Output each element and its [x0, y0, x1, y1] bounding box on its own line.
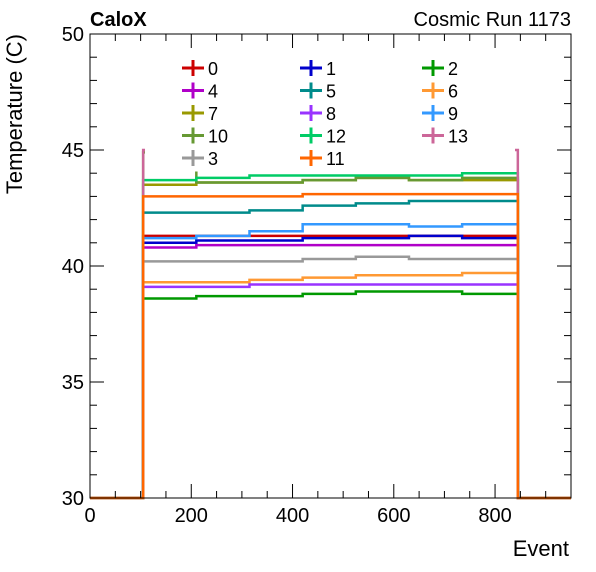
series-line-2	[90, 290, 571, 500]
x-tick-label: 0	[84, 505, 95, 527]
legend-label-4: 4	[208, 82, 218, 102]
x-tick-label: 800	[478, 505, 511, 527]
series-line-11	[90, 192, 571, 500]
legend-label-7: 7	[208, 104, 218, 124]
legend-background	[145, 55, 515, 172]
legend-label-6: 6	[448, 82, 458, 102]
y-tick-label: 35	[62, 372, 84, 394]
legend-label-12: 12	[326, 127, 346, 147]
legend-label-8: 8	[326, 104, 336, 124]
series-line-1	[90, 234, 571, 500]
legend-label-1: 1	[326, 59, 336, 79]
legend-label-3: 3	[208, 149, 218, 169]
x-tick-label: 600	[377, 505, 410, 527]
y-tick-label: 50	[62, 24, 84, 46]
legend-label-13: 13	[448, 127, 468, 147]
series-line-8	[90, 283, 571, 500]
series-line-0	[90, 234, 571, 500]
series-line-6	[90, 271, 571, 500]
x-tick-label: 200	[175, 505, 208, 527]
x-axis-title: Event	[513, 536, 569, 561]
y-tick-label: 45	[62, 140, 84, 162]
header-left-title: CaloX	[90, 9, 147, 31]
y-axis-title: Temperature (C)	[2, 34, 27, 194]
legend-label-0: 0	[208, 59, 218, 79]
y-tick-label: 40	[62, 256, 84, 278]
header-right-title: Cosmic Run 1173	[414, 9, 571, 31]
legend-label-9: 9	[448, 104, 458, 124]
series-line-5	[90, 199, 571, 500]
x-tick-label: 400	[276, 505, 309, 527]
y-tick-label: 30	[62, 488, 84, 510]
legend-label-11: 11	[326, 149, 345, 169]
series-line-9	[90, 222, 571, 500]
legend-label-5: 5	[326, 82, 336, 102]
series-line-10	[90, 151, 571, 500]
legend-label-2: 2	[448, 59, 458, 79]
series-line-3	[90, 255, 571, 500]
legend-label-10: 10	[208, 127, 228, 147]
series-line-12	[90, 171, 571, 500]
series-line-7	[90, 176, 571, 500]
